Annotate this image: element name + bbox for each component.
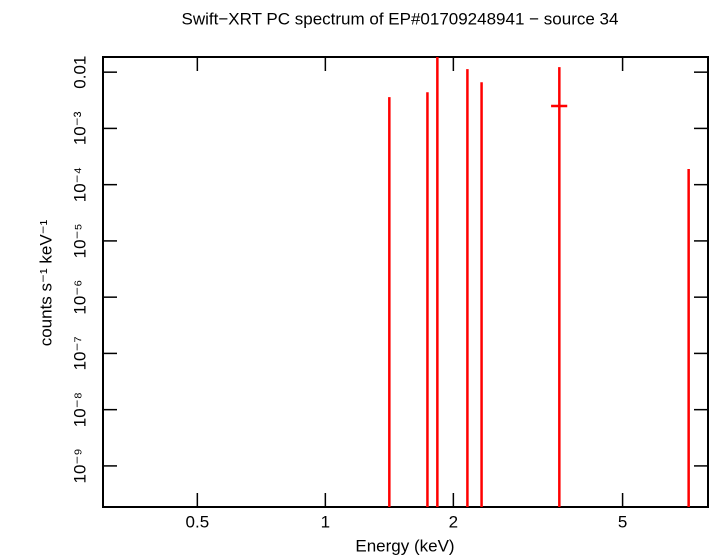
y-tick-label: 10⁻⁹ xyxy=(70,448,89,483)
chart-title: Swift−XRT PC spectrum of EP#01709248941 … xyxy=(182,9,619,28)
data-layer xyxy=(388,57,690,507)
y-tick-label: 10⁻³ xyxy=(70,111,89,145)
y-tick-label: 10⁻⁶ xyxy=(70,280,89,315)
y-axis-label: counts s⁻¹ keV⁻¹ xyxy=(36,219,55,346)
x-tick-label: 2 xyxy=(449,512,458,531)
y-tick-label: 10⁻⁴ xyxy=(70,167,89,202)
y-tick-label: 10⁻⁵ xyxy=(70,223,89,258)
x-axis-label: Energy (keV) xyxy=(355,536,454,555)
y-tick-label: 10⁻⁸ xyxy=(70,392,89,427)
y-tick-label: 10⁻⁷ xyxy=(70,336,89,370)
x-tick-label: 5 xyxy=(618,512,627,531)
plot-frame xyxy=(102,56,709,508)
y-tick-label: 0.01 xyxy=(70,56,89,89)
x-tick-label: 0.5 xyxy=(186,512,210,531)
x-tick-label: 1 xyxy=(321,512,330,531)
